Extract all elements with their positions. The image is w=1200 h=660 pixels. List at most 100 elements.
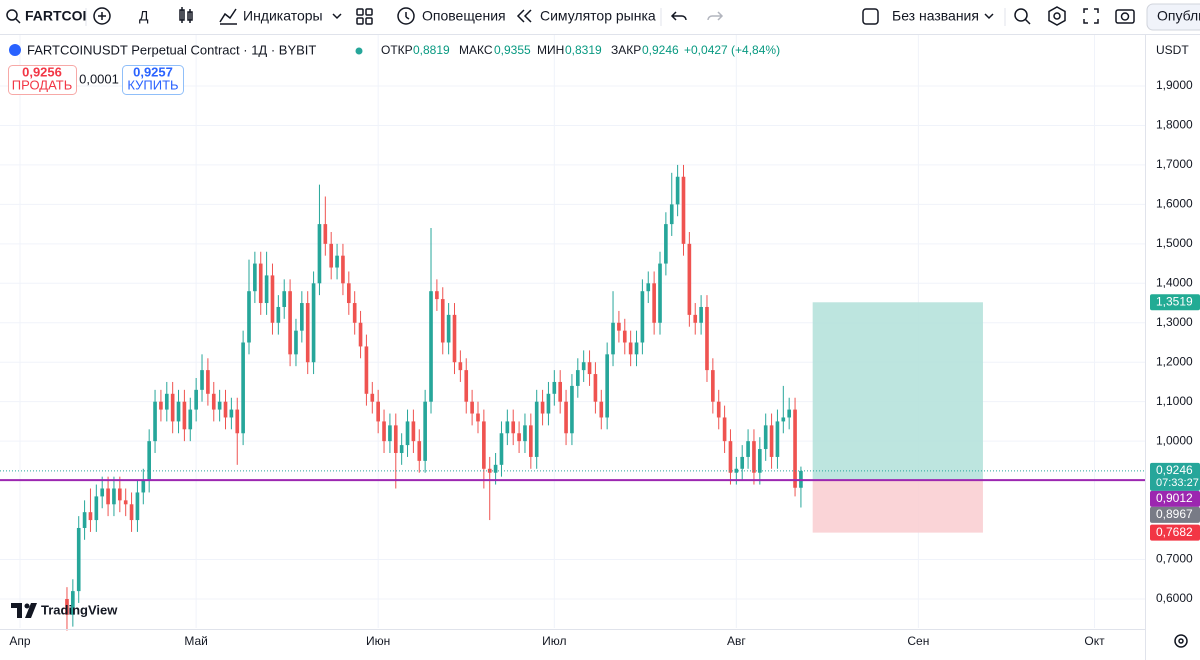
candle-body: [229, 409, 234, 418]
interval-button[interactable]: Д: [139, 8, 149, 24]
sell-label[interactable]: ПРОДАТЬ: [12, 77, 73, 92]
candle-body: [652, 283, 656, 323]
candle-body: [235, 409, 240, 434]
price-tag: [1150, 490, 1200, 507]
candle-body: [388, 425, 392, 442]
y-tick-label: 1,2000: [1156, 354, 1193, 368]
candle-body: [211, 393, 216, 410]
candle-body: [241, 342, 245, 434]
candle-body: [317, 224, 322, 284]
y-tick-label: 1,5000: [1156, 236, 1193, 250]
publish-label[interactable]: Опубли: [1157, 8, 1200, 24]
publish-button[interactable]: [1146, 3, 1200, 31]
layouts-button[interactable]: [356, 8, 373, 25]
sell-button[interactable]: [8, 65, 77, 95]
legend-close: 0,9246: [642, 43, 679, 57]
candle-body: [288, 291, 292, 355]
undo-button[interactable]: [670, 11, 687, 21]
candle-body: [76, 527, 81, 592]
candle-body: [476, 413, 480, 422]
quick-search-button[interactable]: [1014, 8, 1031, 25]
chart-type-button[interactable]: [179, 7, 193, 23]
candle-body: [669, 204, 674, 225]
candle-body: [464, 370, 469, 402]
indicators-button[interactable]: Индикаторы: [243, 8, 323, 24]
candle-body: [376, 401, 380, 422]
candle-body: [147, 441, 151, 481]
x-tick-label: Окт: [1084, 634, 1105, 648]
candle-body: [552, 381, 557, 394]
candle-body: [628, 342, 633, 355]
add-symbol-button[interactable]: [93, 7, 111, 25]
candle-body: [599, 401, 604, 418]
symbol[interactable]: FARTCOI: [25, 8, 86, 24]
candle-body: [305, 303, 310, 363]
candle-body: [159, 401, 163, 410]
candle-body: [399, 445, 404, 453]
candle-body: [746, 441, 750, 457]
watermark: TradingView: [41, 602, 118, 617]
currency-label: USDT: [1156, 43, 1189, 57]
axis-settings-button[interactable]: [1174, 634, 1188, 648]
price-tag-label: 0,9246: [1156, 463, 1193, 477]
candle-body: [164, 393, 169, 410]
price-tag-label: 0,7682: [1156, 525, 1193, 539]
candle-body: [88, 512, 93, 521]
candle-body: [622, 330, 627, 343]
candle-body: [352, 303, 357, 323]
candle-body: [223, 401, 228, 418]
candle-body: [94, 496, 99, 521]
alerts-button[interactable]: Оповещения: [422, 8, 506, 24]
candle-body: [793, 409, 797, 488]
buy-price[interactable]: 0,9257: [133, 64, 173, 79]
legend-open-label: ОТКР: [381, 43, 413, 57]
candle-body: [787, 409, 792, 418]
candle-body: [170, 393, 175, 422]
candle-body: [276, 306, 281, 323]
fullscreen-button[interactable]: [1083, 8, 1099, 24]
legend-high-label: МАКС: [459, 43, 493, 57]
legend-low-label: МИН: [537, 43, 564, 57]
candle-body: [417, 441, 422, 461]
indicators-chevron[interactable]: [332, 13, 342, 20]
position-profit-zone: [812, 302, 983, 481]
candle-body: [681, 176, 686, 244]
indicators-icon[interactable]: [219, 8, 237, 25]
candle-body: [65, 598, 69, 615]
legend-title: FARTCOINUSDT Perpetual Contract · 1Д · B…: [27, 42, 316, 57]
x-tick-label: Авг: [727, 634, 746, 648]
candle-body: [564, 401, 568, 434]
candle-body: [264, 275, 269, 304]
candle-body: [458, 362, 463, 371]
replay-icon[interactable]: [516, 9, 532, 23]
candle-body: [405, 421, 410, 446]
candle-body: [194, 389, 198, 410]
settings-button[interactable]: [1048, 6, 1066, 26]
countdown: 07:33:27: [1156, 477, 1199, 489]
layout-chevron[interactable]: [984, 13, 994, 20]
redo-button[interactable]: [707, 11, 724, 21]
layout-name[interactable]: Без названия: [892, 8, 979, 24]
alerts-icon[interactable]: [397, 7, 415, 25]
legend-open: 0,8819: [413, 43, 450, 57]
search-icon[interactable]: [6, 9, 21, 24]
candle-body: [758, 449, 762, 473]
candle-body: [300, 303, 304, 331]
x-tick-label: Апр: [9, 634, 31, 648]
buy-button[interactable]: [122, 65, 184, 95]
layout-checkbox[interactable]: [862, 8, 879, 25]
candle-body: [182, 401, 187, 430]
candle-body: [693, 314, 698, 323]
candle-body: [570, 385, 574, 434]
candle-body: [335, 255, 339, 268]
sell-price[interactable]: 0,9256: [22, 64, 62, 79]
buy-label[interactable]: КУПИТЬ: [127, 77, 178, 92]
candle-body: [294, 330, 298, 355]
candle-body: [546, 393, 551, 414]
candle-body: [540, 401, 545, 414]
candle-body: [188, 409, 193, 430]
snapshot-button[interactable]: [1115, 9, 1135, 24]
candle-body: [705, 306, 709, 371]
replay-button[interactable]: Симулятор рынка: [540, 8, 656, 24]
